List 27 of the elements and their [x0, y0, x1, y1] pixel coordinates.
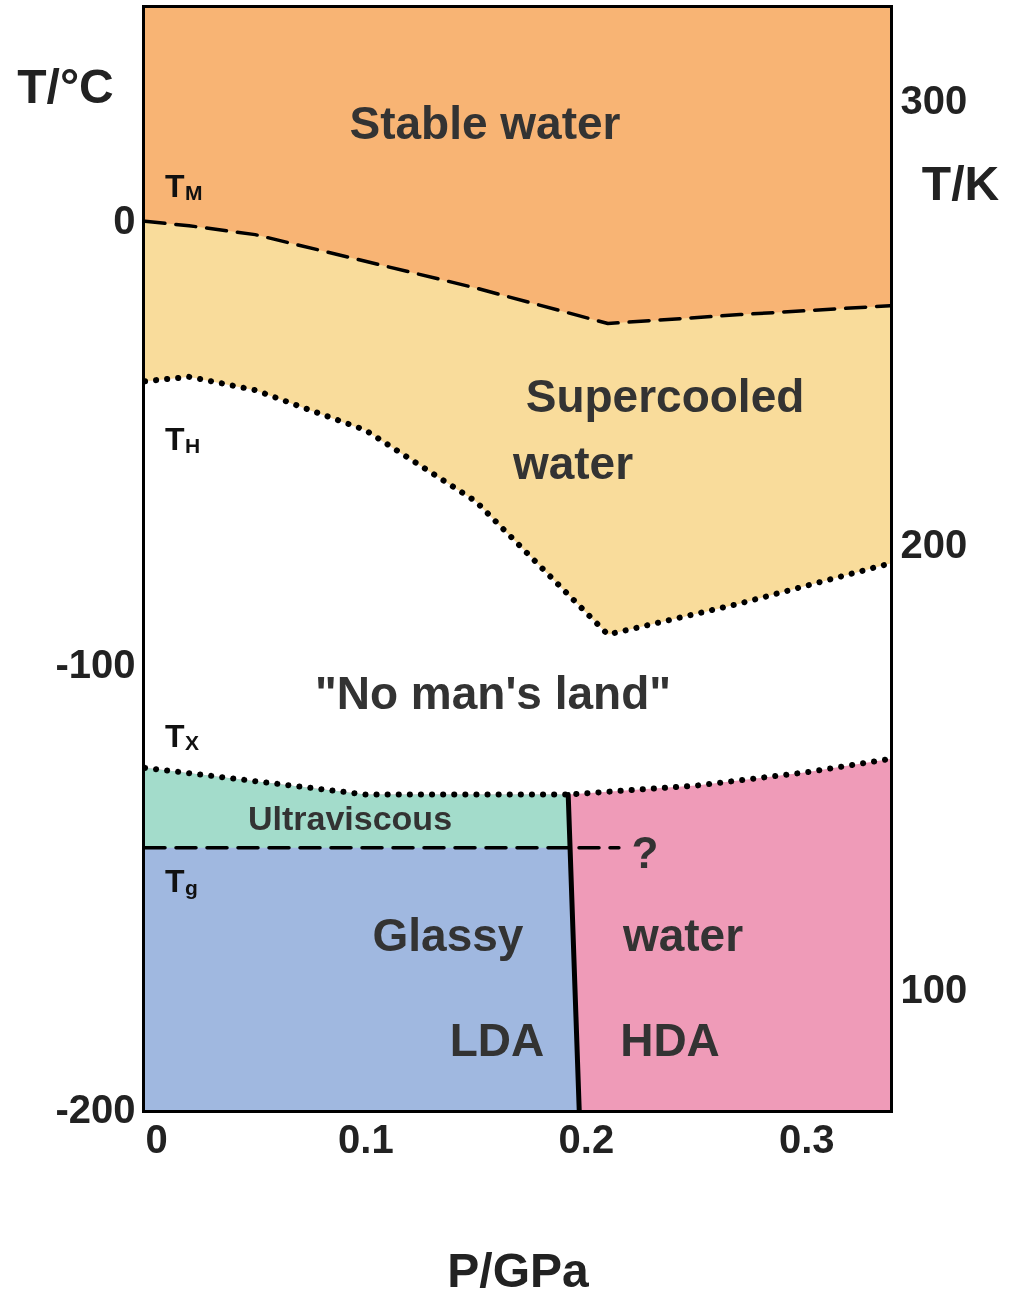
x-tick-label: 0.3 — [778, 1116, 835, 1161]
x-tick-label: 0 — [145, 1116, 168, 1161]
annotation: Supercooled — [525, 370, 805, 422]
annotation: "No man's land" — [314, 667, 672, 719]
annotation: HDA — [620, 1014, 720, 1066]
y-tick-label: -200 — [55, 1086, 136, 1131]
annotation: TM — [165, 168, 203, 204]
annotation: ? — [631, 828, 659, 877]
y2-tick-label: 100 — [900, 967, 968, 1012]
annotation: water — [621, 909, 744, 961]
annotation: TX — [165, 718, 200, 754]
annotation: Stable water — [349, 97, 621, 149]
y2-tick-label: 200 — [900, 522, 968, 567]
y-tick-label: 0 — [113, 197, 136, 242]
y2-axis-title: T/K — [921, 156, 1000, 210]
annotation: Ultraviscous — [247, 799, 453, 837]
y-tick-label: -100 — [55, 642, 136, 687]
annotation: Glassy — [372, 909, 524, 961]
annotation: Tg — [165, 863, 198, 899]
x-tick-label: 0.1 — [338, 1116, 394, 1161]
y2-tick-label: 300 — [900, 77, 968, 122]
y-axis-title: T/°C — [17, 59, 114, 113]
annotation: TH — [165, 421, 201, 457]
x-axis-title: P/GPa — [447, 1243, 589, 1297]
annotation: water — [511, 437, 634, 489]
annotation: LDA — [449, 1014, 545, 1066]
x-tick-label: 0.2 — [558, 1116, 615, 1161]
